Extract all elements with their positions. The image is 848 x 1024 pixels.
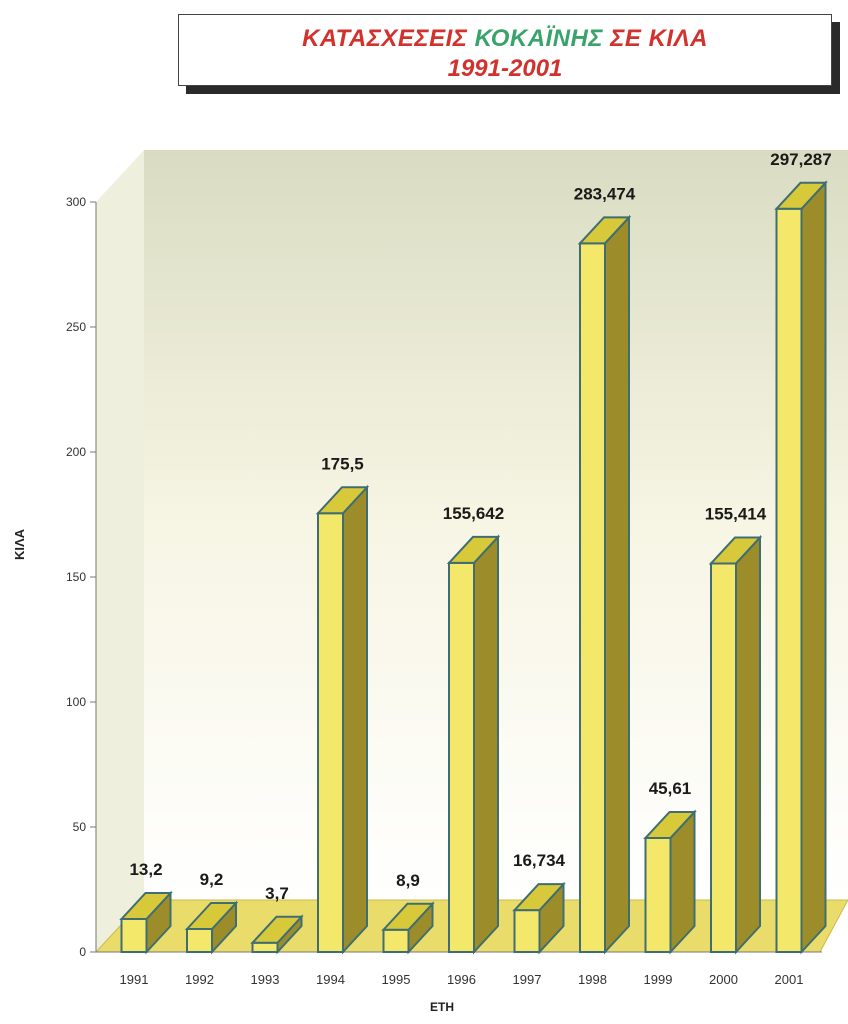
bar-front [448, 561, 475, 954]
y-tick-label: 100 [66, 695, 86, 709]
bar-front [382, 928, 410, 953]
chart-title: ΚΑΤΑΣΧΕΣΕΙΣ ΚΟΚΑΪΝΗΣ ΣΕ ΚΙΛΑ [179, 25, 831, 53]
bar-front [775, 207, 803, 954]
bar-front [710, 562, 737, 954]
x-tick-label: 1995 [382, 972, 411, 987]
bar-side [735, 534, 761, 955]
bar-data-label: 283,474 [574, 184, 636, 203]
bar-data-label: 16,734 [513, 851, 566, 870]
bar-top [184, 902, 239, 930]
chart-subtitle: 1991-2001 [447, 55, 563, 82]
bar-front [317, 512, 344, 953]
bar-side [604, 214, 630, 955]
bar-data-label: 45,61 [649, 779, 692, 798]
bar-side [800, 180, 827, 955]
x-axis-label: ΕΤΗ [430, 1000, 454, 1014]
bar-top [381, 902, 435, 931]
bar-top [774, 181, 828, 210]
y-tick-label: 150 [66, 570, 86, 584]
bar-top [577, 216, 632, 245]
bar-data-label: 9,2 [200, 870, 224, 889]
y-tick-label: 0 [79, 945, 86, 959]
left-wall [96, 150, 144, 952]
bar-top [315, 486, 370, 515]
bar-data-label: 3,7 [265, 884, 289, 903]
bar-data-label: 13,2 [129, 860, 162, 879]
x-tick-label: 1992 [185, 972, 214, 987]
x-tick-label: 2001 [775, 972, 804, 987]
bar-data-label: 155,642 [443, 504, 504, 523]
bar-top [446, 535, 501, 564]
y-tick-label: 50 [73, 820, 87, 834]
bar-front [120, 918, 148, 953]
x-tick-label: 1997 [513, 972, 542, 987]
title-part3: ΣΕ ΚΙΛΑ [603, 25, 708, 52]
bar-data-label: 175,5 [321, 454, 364, 473]
bar-top [119, 892, 173, 920]
title-part2: ΚΟΚΑΪΝΗΣ [474, 25, 604, 52]
x-tick-label: 1996 [447, 972, 476, 987]
chart-title-box: ΚΑΤΑΣΧΕΣΕΙΣ ΚΟΚΑΪΝΗΣ ΣΕ ΚΙΛΑ 1991-2001 [178, 14, 832, 86]
title-part1: ΚΑΤΑΣΧΕΣΕΙΣ [302, 25, 475, 52]
bar-top [643, 810, 697, 839]
x-tick-label: 1994 [316, 972, 345, 987]
y-tick-label: 300 [66, 195, 86, 209]
x-tick-label: 2000 [709, 972, 738, 987]
bar-data-label: 155,414 [705, 504, 767, 523]
bar-front [644, 836, 672, 953]
bar-top [708, 536, 763, 565]
x-tick-label: 1998 [578, 972, 607, 987]
bar-side [342, 484, 368, 955]
x-tick-label: 1991 [120, 972, 149, 987]
bar-top [250, 915, 304, 944]
bar-side [473, 534, 499, 955]
y-tick-label: 200 [66, 445, 86, 459]
bar-top [512, 883, 566, 912]
bar-front [513, 909, 541, 953]
bar-front [186, 928, 213, 953]
x-tick-label: 1999 [644, 972, 673, 987]
y-tick-label: 250 [66, 320, 86, 334]
y-axis-label: ΚΙΛΑ [12, 528, 27, 560]
bar-front [579, 242, 606, 953]
bar-data-label: 297,287 [770, 150, 831, 169]
x-tick-label: 1993 [251, 972, 280, 987]
bar-data-label: 8,9 [396, 871, 420, 890]
bar-front [251, 941, 279, 953]
